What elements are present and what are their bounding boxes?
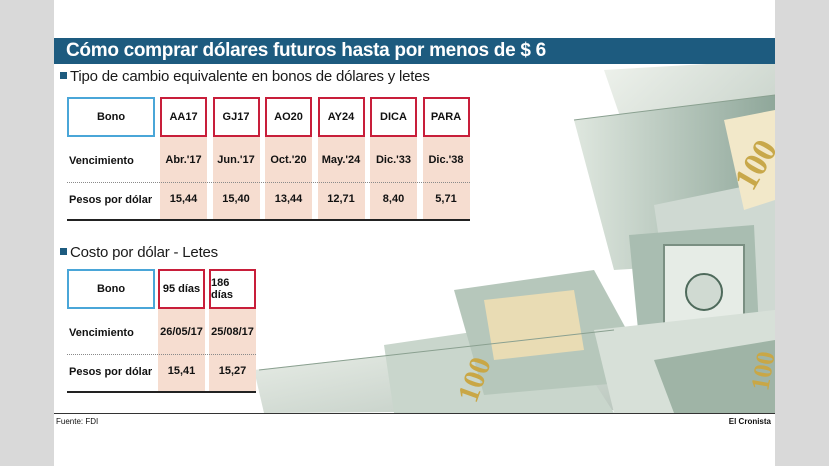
footer-divider bbox=[54, 413, 775, 414]
table-cell: Oct.'20 bbox=[270, 154, 307, 166]
table-cell: 5,71 bbox=[435, 193, 457, 205]
column-header-186-días: 186 días bbox=[209, 269, 256, 309]
column-header-para: PARA bbox=[422, 97, 470, 137]
table-cell: 12,71 bbox=[327, 193, 355, 205]
row-divider bbox=[67, 182, 470, 183]
table-bottom-rule bbox=[67, 219, 470, 221]
table-cell: Jun.'17 bbox=[217, 154, 255, 166]
row-label: Pesos por dólar bbox=[69, 366, 153, 378]
header-bono-cell: Bono bbox=[67, 269, 155, 309]
table-cell: 13,44 bbox=[274, 193, 303, 205]
table-cell: May.'24 bbox=[321, 154, 361, 166]
column-header-ay24: AY24 bbox=[317, 97, 365, 137]
page-title: Cómo comprar dólares futuros hasta por m… bbox=[66, 40, 546, 61]
column-header-95-días: 95 días bbox=[158, 269, 205, 309]
column-header-gj17: GJ17 bbox=[212, 97, 260, 137]
table-cell: 8,40 bbox=[382, 193, 405, 205]
table-cell: Dic.'38 bbox=[428, 154, 464, 166]
table-cell: 25/08/17 bbox=[211, 326, 254, 338]
table-cell: 15,44 bbox=[169, 193, 198, 205]
table-cell: 15,40 bbox=[222, 193, 250, 205]
table-cell: 15,27 bbox=[218, 365, 247, 377]
publisher-credit: El Cronista bbox=[728, 417, 771, 426]
bullet-square-icon bbox=[60, 248, 67, 255]
svg-text:100: 100 bbox=[745, 349, 775, 392]
infographic-card: 100 100 100 Cómo comprar dólares futuros… bbox=[54, 0, 775, 466]
section2-heading-text: Costo por dólar - Letes bbox=[70, 244, 218, 261]
column-header-ao20: AO20 bbox=[265, 97, 312, 137]
table-cell: Dic.'33 bbox=[375, 154, 412, 166]
row-divider bbox=[67, 354, 256, 355]
row-label: Pesos por dólar bbox=[69, 194, 153, 206]
title-bar: Cómo comprar dólares futuros hasta por m… bbox=[54, 38, 775, 64]
column-header-aa17: AA17 bbox=[160, 97, 207, 137]
section1-heading: Tipo de cambio equivalente en bonos de d… bbox=[60, 68, 430, 85]
header-bono-cell: Bono bbox=[67, 97, 155, 137]
row-label: Vencimiento bbox=[69, 155, 134, 167]
column-header-dica: DICA bbox=[370, 97, 417, 137]
row-label: Vencimiento bbox=[69, 327, 134, 339]
section1-heading-text: Tipo de cambio equivalente en bonos de d… bbox=[70, 68, 430, 85]
dollar-bills-illustration: 100 100 100 bbox=[254, 60, 775, 413]
section2-heading: Costo por dólar - Letes bbox=[60, 244, 218, 261]
table-cell: 26/05/17 bbox=[160, 326, 203, 338]
table-bottom-rule bbox=[67, 391, 256, 393]
table-cell: 15,41 bbox=[167, 365, 196, 377]
table-cell: Abr.'17 bbox=[165, 154, 202, 166]
source-note: Fuente: FDI bbox=[56, 417, 99, 426]
bullet-square-icon bbox=[60, 72, 67, 79]
